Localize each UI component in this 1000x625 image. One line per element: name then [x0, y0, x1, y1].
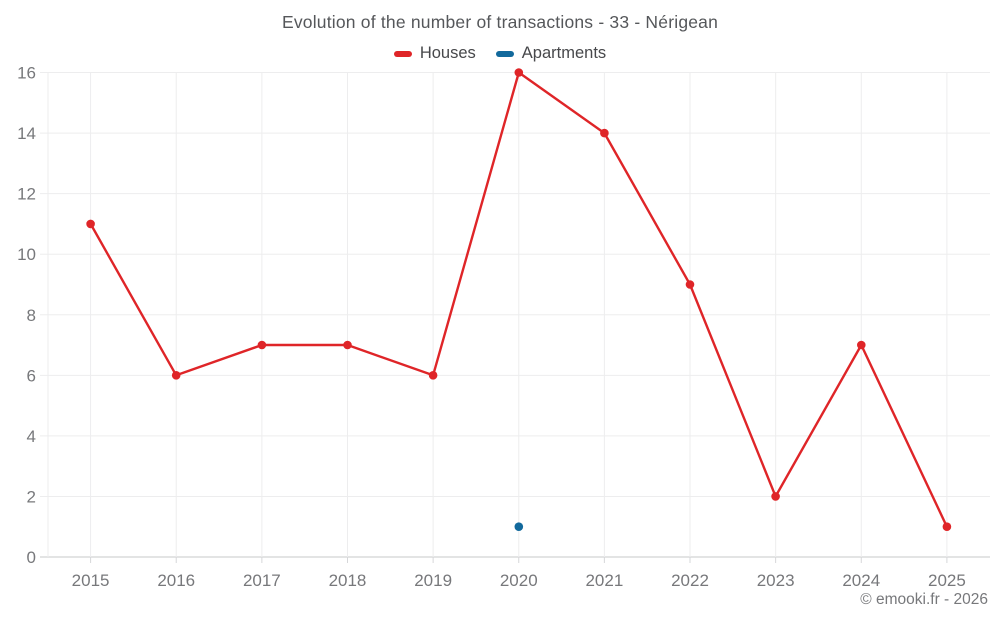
- houses-point[interactable]: [857, 340, 866, 350]
- y-axis-label: 0: [27, 548, 36, 567]
- houses-point[interactable]: [771, 492, 780, 501]
- x-axis-label: 2023: [757, 571, 795, 590]
- y-axis-label: 10: [17, 245, 36, 264]
- chart-legend: Houses Apartments: [0, 44, 1000, 63]
- x-axis-label: 2020: [500, 571, 538, 590]
- houses-point[interactable]: [171, 371, 181, 380]
- y-axis-label: 8: [27, 306, 36, 325]
- houses-point[interactable]: [514, 68, 524, 77]
- legend-label-apartments: Apartments: [521, 44, 607, 62]
- legend-item-houses[interactable]: Houses: [393, 44, 476, 63]
- y-axis-label: 4: [27, 427, 36, 446]
- apartments-swatch-icon: [495, 50, 514, 57]
- x-axis-label: 2019: [414, 571, 452, 590]
- y-axis-label: 6: [27, 366, 36, 385]
- legend-item-apartments[interactable]: Apartments: [495, 44, 607, 63]
- x-axis-label: 2016: [157, 571, 195, 590]
- x-axis-label: 2022: [671, 571, 709, 590]
- apartments-point[interactable]: [514, 522, 524, 531]
- x-axis-label: 2025: [928, 571, 966, 590]
- y-axis-label: 2: [27, 487, 36, 506]
- y-axis-label: 12: [17, 185, 36, 204]
- houses-point[interactable]: [257, 340, 267, 350]
- y-axis-label: 14: [17, 124, 36, 143]
- x-axis-label: 2018: [329, 571, 367, 590]
- x-axis-label: 2015: [72, 571, 110, 590]
- houses-point[interactable]: [600, 128, 609, 138]
- houses-swatch-icon: [393, 50, 412, 57]
- legend-label-houses: Houses: [419, 44, 476, 62]
- y-axis-label: 16: [17, 64, 36, 83]
- houses-point[interactable]: [942, 522, 952, 531]
- houses-point[interactable]: [428, 371, 438, 380]
- houses-point[interactable]: [685, 280, 695, 289]
- x-axis-label: 2024: [842, 571, 880, 590]
- x-axis-label: 2017: [243, 571, 281, 590]
- houses-point[interactable]: [86, 219, 95, 229]
- copyright-footer: © emooki.fr - 2026: [860, 591, 988, 608]
- houses-point[interactable]: [343, 340, 352, 350]
- x-axis-label: 2021: [585, 571, 623, 590]
- chart-title: Evolution of the number of transactions …: [281, 12, 719, 32]
